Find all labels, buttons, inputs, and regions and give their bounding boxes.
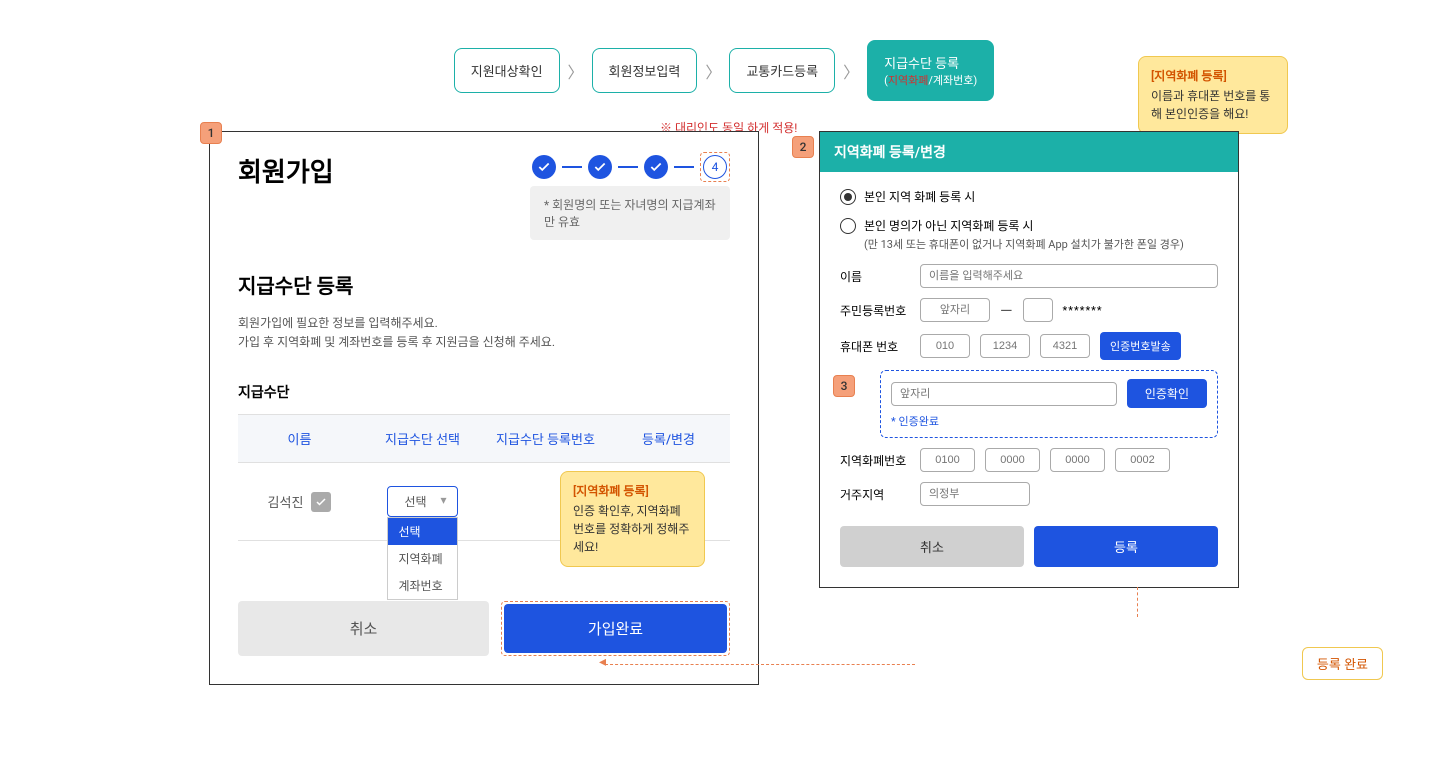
form-row-name: 이름 [840,264,1218,288]
progress-line [674,166,694,168]
progress-dot-complete [588,155,612,179]
main-container: [지역화폐 등록] 이름과 휴대폰 번호를 통해 본인인증을 해요! ※ 대리인… [20,131,1428,685]
button-row: 취소 가입완료 [238,601,730,656]
verify-box: 3 인증확인 * 인증완료 [880,370,1218,438]
label-region: 거주지역 [840,486,910,503]
radio-other[interactable]: 본인 명의가 아닌 지역화폐 등록 시 (만 13세 또는 휴대폰이 없거나 지… [840,217,1218,252]
dropdown-menu: 선택 지역화폐 계좌번호 [387,517,457,600]
phone2-input[interactable] [980,334,1030,358]
cancel-button[interactable]: 취소 [840,526,1024,567]
progress-dot-complete [644,155,668,179]
card3-input[interactable] [1050,448,1105,472]
annotation-bubble-1: [지역화폐 등록] 이름과 휴대폰 번호를 통해 본인인증을 해요! [1138,56,1288,134]
annotation-pill: 등록 완료 [1302,647,1383,680]
ssn-back-input[interactable] [1023,298,1053,322]
card2-input[interactable] [985,448,1040,472]
radio-self[interactable]: 본인 지역 화폐 등록 시 [840,188,1218,205]
breadcrumb-step-2: 회원정보입력 [592,48,698,93]
phone1-input[interactable] [920,334,970,358]
annotation-title: [지역화폐 등록] [1151,67,1275,85]
col-name: 이름 [238,429,361,448]
verify-button[interactable]: 인증확인 [1127,379,1207,408]
col-action: 등록/변경 [607,429,730,448]
help-text: 회원가입에 필요한 정보를 입력해주세요. 가입 후 지역화폐 및 계좌번호를 … [238,314,730,352]
subtitle: 지급수단 등록 [238,270,730,299]
panel-header: 지역화폐 등록/변경 [820,132,1238,172]
progress-dot-complete [532,155,556,179]
breadcrumb-step-1: 지원대상확인 [454,48,560,93]
breadcrumb-step-3: 교통카드등록 [729,48,835,93]
breadcrumb-step-4: 지급수단 등록 (지역화폐/계좌번호) [867,40,994,101]
radio-icon[interactable] [840,189,856,205]
form-row-cardnum: 지역화폐번호 [840,448,1218,472]
annotation-body: 인증 확인후, 지역화폐 번호를 정확하게 정해주세요! [573,502,692,556]
dash: — [1000,301,1013,320]
chevron-right-icon: 〉 [568,59,584,83]
register-button[interactable]: 등록 [1034,526,1218,567]
name-input[interactable] [920,264,1218,288]
chevron-right-icon: 〉 [705,59,721,83]
complete-btn-highlight: 가입완료 [501,601,730,656]
page-title: 회원가입 [238,152,334,189]
panel-right-buttons: 취소 등록 [840,526,1218,567]
label-cardnum: 지역화폐번호 [840,452,910,469]
radio-label: 본인 명의가 아닌 지역화폐 등록 시 [864,217,1184,234]
arrow-down [1137,587,1138,617]
send-code-button[interactable]: 인증번호발송 [1100,332,1181,360]
complete-button[interactable]: 가입완료 [504,604,727,653]
table-header: 이름 지급수단 선택 지급수단 등록번호 등록/변경 [238,414,730,463]
col-number: 지급수단 등록번호 [484,429,607,448]
chevron-right-icon: 〉 [843,59,859,83]
info-box: * 회원명의 또는 자녀명의 지급계좌만 유효 [530,186,730,240]
row-name: 김석진 [268,492,304,511]
dropdown-option-local[interactable]: 지역화폐 [388,545,456,572]
progress-current-wrap: 4 [700,152,730,182]
card4-input[interactable] [1115,448,1170,472]
annotation-title: [지역화폐 등록] [573,482,692,500]
local-currency-panel: 2 지역화폐 등록/변경 본인 지역 화폐 등록 시 본인 명의가 아닌 지역화… [819,131,1239,588]
region-input[interactable] [920,482,1030,506]
radio-sublabel: (만 13세 또는 휴대폰이 없거나 지역화폐 App 설치가 불가한 폰일 경… [864,236,1184,252]
breadcrumb-step-4-line2: (지역화폐/계좌번호) [884,72,977,88]
radio-label: 본인 지역 화폐 등록 시 [864,188,975,205]
signup-panel: 1 회원가입 4 * 회원명의 또는 자녀 [209,131,759,685]
dropdown-toggle[interactable]: 선택 [387,486,457,517]
breadcrumb-step-4-line1: 지급수단 등록 [884,53,977,72]
step-badge-1: 1 [200,122,222,144]
progress-line [618,166,638,168]
ssn-front-input[interactable] [920,298,990,322]
section-label: 지급수단 [238,382,730,402]
card1-input[interactable] [920,448,975,472]
checkbox-icon[interactable] [311,492,331,512]
step-badge-2: 2 [792,136,814,158]
cancel-button[interactable]: 취소 [238,601,489,656]
form-row-ssn: 주민등록번호 — ******* [840,298,1218,322]
ssn-mask: ******* [1063,304,1103,317]
dropdown-option-account[interactable]: 계좌번호 [388,572,456,599]
label-phone: 휴대폰 번호 [840,338,910,355]
phone3-input[interactable] [1040,334,1090,358]
label-name: 이름 [840,268,910,285]
arrow-connector-2 [605,664,915,665]
annotation-pill-wrap: 등록 완료 [1302,647,1383,680]
method-dropdown[interactable]: 선택 선택 지역화폐 계좌번호 [387,486,457,517]
radio-icon[interactable] [840,218,856,234]
col-method: 지급수단 선택 [361,429,484,448]
verify-code-input[interactable] [891,382,1117,406]
progress-steps: 4 [530,152,730,182]
annotation-bubble-2: [지역화폐 등록] 인증 확인후, 지역화폐 번호를 정확하게 정해주세요! [560,471,705,567]
step-badge-3: 3 [833,375,855,397]
annotation-body: 이름과 휴대폰 번호를 통해 본인인증을 해요! [1151,87,1275,123]
label-ssn: 주민등록번호 [840,302,910,319]
form-row-region: 거주지역 [840,482,1218,506]
form-row-phone: 휴대폰 번호 인증번호발송 [840,332,1218,360]
progress-current-step: 4 [703,155,727,179]
verify-note: * 인증완료 [891,413,1207,429]
progress-line [562,166,582,168]
dropdown-option-select[interactable]: 선택 [388,518,456,545]
